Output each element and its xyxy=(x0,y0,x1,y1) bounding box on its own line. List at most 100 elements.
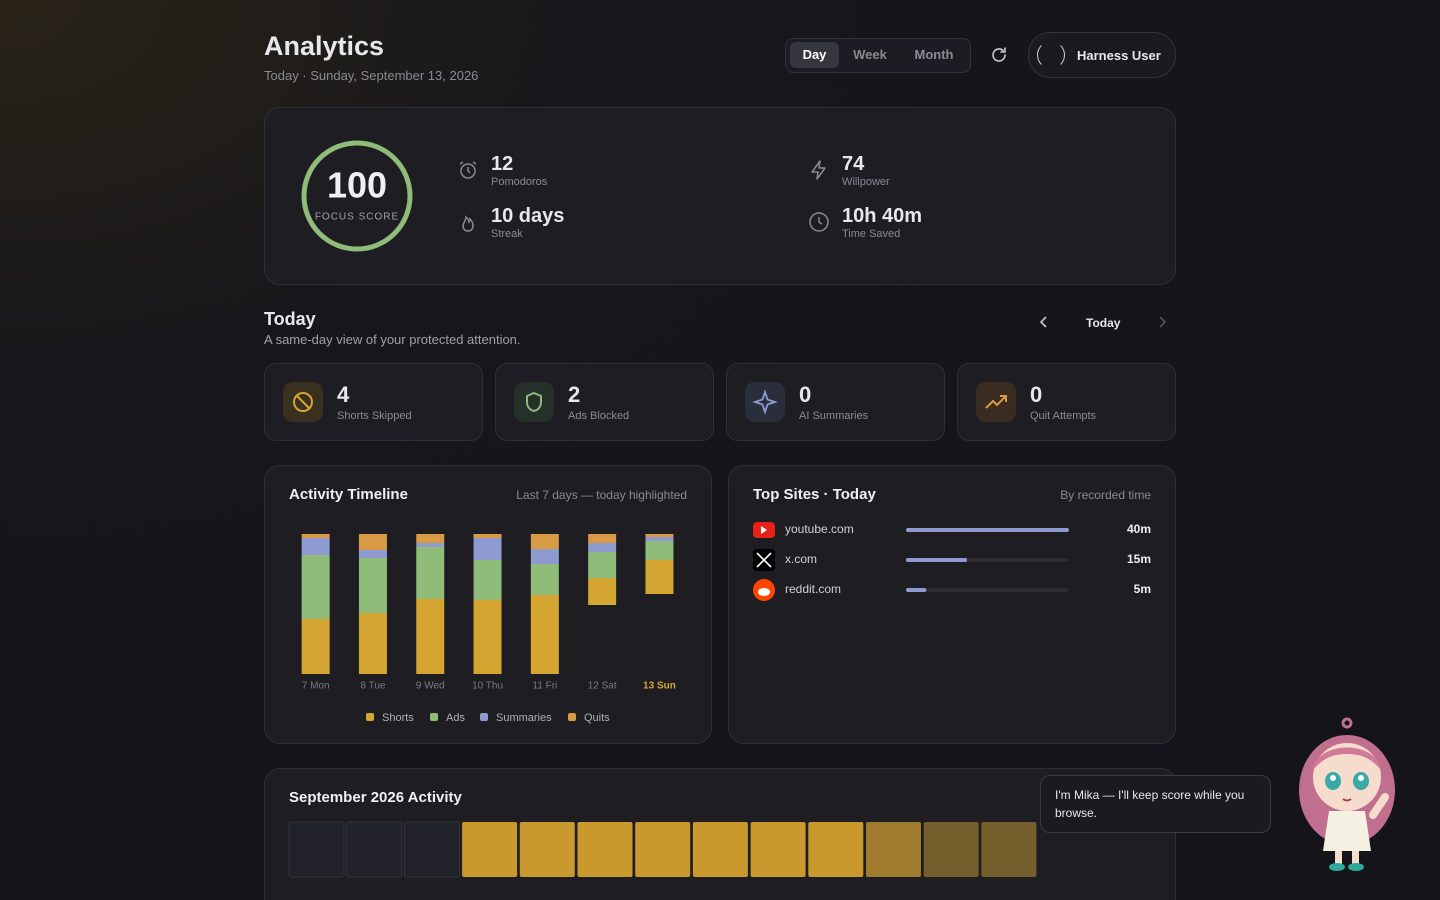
chart-subtitle: By recorded time xyxy=(1060,488,1151,502)
nav-today[interactable]: Today xyxy=(1086,316,1121,330)
tab[interactable]: Month xyxy=(914,47,954,62)
stat-label: Pomodoros xyxy=(491,176,548,188)
day-cell xyxy=(808,822,864,877)
card-value: 4 xyxy=(337,382,350,407)
bar-segment xyxy=(358,550,387,558)
site-time: 40m xyxy=(1127,522,1151,536)
bar-segment xyxy=(473,600,502,674)
stat-value: 74 xyxy=(842,153,865,175)
bar-track xyxy=(906,588,1069,592)
bar-segment xyxy=(530,564,559,595)
legend-swatch xyxy=(480,713,488,721)
card-icon xyxy=(514,382,554,422)
bar-segment xyxy=(530,534,559,549)
site-time: 5m xyxy=(1134,582,1151,596)
bar-segment xyxy=(645,537,674,541)
stat-label: Willpower xyxy=(842,176,890,188)
bar-segment xyxy=(588,578,617,605)
alarm-icon xyxy=(459,161,477,179)
bar-segment xyxy=(588,534,617,543)
bar xyxy=(906,558,968,562)
score-ring: 100 FOCUS SCORE xyxy=(301,140,413,252)
day-cell xyxy=(923,822,979,877)
bolt-icon xyxy=(811,160,826,180)
day-cell xyxy=(692,822,748,877)
card-value: 0 xyxy=(1030,382,1043,407)
next-button[interactable] xyxy=(1154,314,1170,330)
section-title: Today xyxy=(264,309,316,329)
x-tick-label: 8 Tue xyxy=(360,681,385,692)
tab[interactable]: Week xyxy=(853,47,887,62)
user-button[interactable]: Harness User xyxy=(1028,32,1176,78)
legend-label: Summaries xyxy=(496,712,552,724)
bar-segment xyxy=(473,534,502,538)
day-cell xyxy=(981,822,1037,877)
bar-segment xyxy=(358,558,387,613)
tab[interactable]: Day xyxy=(790,42,839,68)
bar-segment xyxy=(416,534,445,543)
user-name: Harness User xyxy=(1077,48,1161,63)
chart-title: Top Sites · Today xyxy=(753,486,876,503)
ring-value xyxy=(301,140,413,252)
chart-title: September 2026 Activity xyxy=(289,789,463,806)
stat-label: Streak xyxy=(491,228,523,240)
card-label: Quit Attempts xyxy=(1030,410,1097,422)
day-cell xyxy=(519,822,575,877)
legend-label: Shorts xyxy=(382,712,414,724)
card-label: AI Summaries xyxy=(799,410,869,422)
stat-value: 12 xyxy=(491,153,514,175)
bar-segment xyxy=(301,534,330,538)
bar xyxy=(906,528,1069,532)
stat-value: 10h 40m xyxy=(842,205,923,227)
x-tick-label: 10 Thu xyxy=(472,681,503,692)
card-icon xyxy=(283,382,323,422)
prev-button[interactable] xyxy=(1036,314,1052,330)
day-cell xyxy=(462,822,518,877)
bar-segment xyxy=(416,543,445,547)
site-name: reddit.com xyxy=(785,582,841,596)
refresh-button[interactable] xyxy=(989,45,1009,65)
bar-segment xyxy=(473,538,502,560)
section-subtitle: A same-day view of your protected attent… xyxy=(264,332,521,347)
stat-value: 10 days xyxy=(491,205,565,227)
card-value: 2 xyxy=(568,382,581,407)
bar-segment xyxy=(473,560,502,600)
speech-bubble: I'm Mika — I'll keep score while you bro… xyxy=(1040,775,1271,833)
bar-segment xyxy=(358,534,387,550)
x-tick-label: 11 Fri xyxy=(532,681,557,692)
score-label: FOCUS SCORE xyxy=(315,212,399,223)
x-tick-label: 7 Mon xyxy=(302,681,330,692)
day-cell xyxy=(866,822,921,877)
site-time: 15m xyxy=(1127,552,1151,566)
summary-panel: 100 FOCUS SCORE 12 Pomodoros 74 Willpowe… xyxy=(264,107,1176,285)
card-label: Ads Blocked xyxy=(568,410,630,422)
bar-segment xyxy=(301,538,330,555)
chart-subtitle: Last 7 days — today highlighted xyxy=(516,488,687,502)
bar-segment xyxy=(588,552,617,578)
bar xyxy=(906,588,927,592)
day-cell xyxy=(403,821,460,878)
day-cell xyxy=(750,822,806,877)
stat-card: 0 AI Summaries xyxy=(726,363,945,441)
day-cell xyxy=(288,821,345,878)
legend-label: Quits xyxy=(584,712,610,724)
bar-segment xyxy=(645,534,674,537)
bar-segment xyxy=(358,613,387,674)
avatar xyxy=(1037,41,1065,69)
card-value: 0 xyxy=(799,382,812,407)
card-icon xyxy=(745,382,785,422)
page-title: Analytics xyxy=(264,31,385,61)
day-cell xyxy=(577,822,633,877)
x-tick-label: 9 Wed xyxy=(416,681,445,692)
score-value: 100 xyxy=(327,165,387,206)
stat-card: 0 Quit Attempts xyxy=(957,363,1176,441)
card-icon xyxy=(976,382,1016,422)
stat-card: 4 Shorts Skipped xyxy=(264,363,483,441)
chart-title: Activity Timeline xyxy=(289,486,408,503)
bar-segment xyxy=(588,543,617,552)
reddit-icon-face xyxy=(758,588,770,596)
mascot[interactable] xyxy=(1295,715,1405,875)
day-cell xyxy=(635,822,691,877)
